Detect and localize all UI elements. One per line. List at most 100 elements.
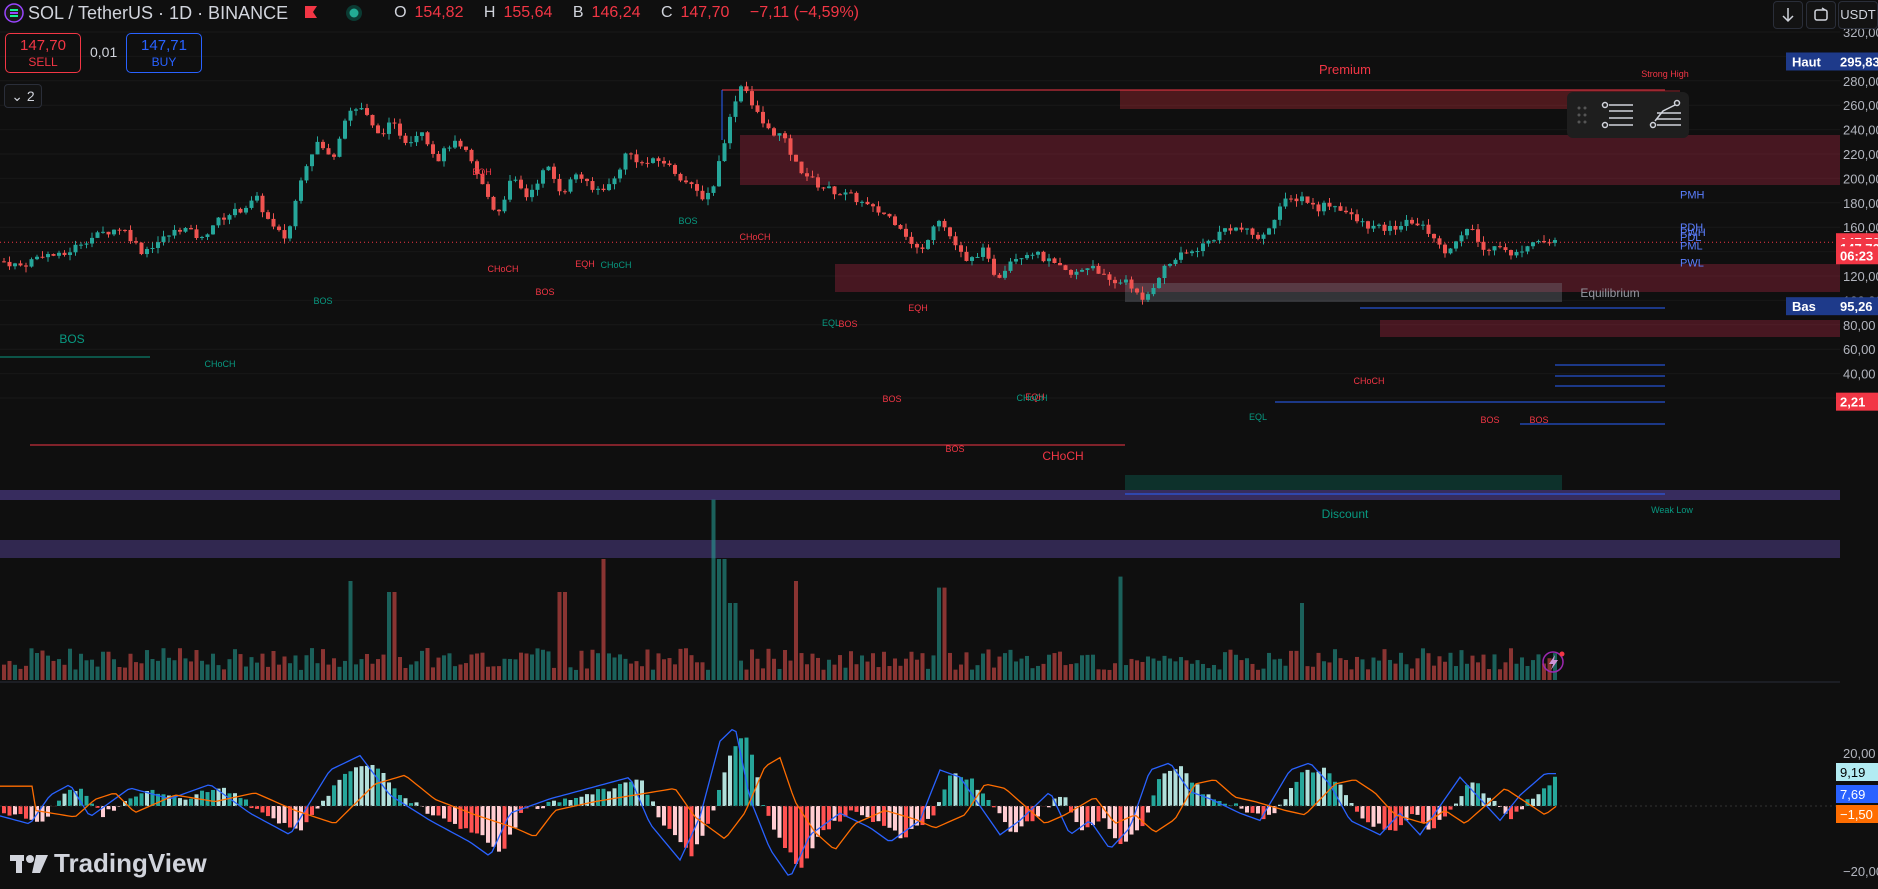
volume-bar	[1520, 657, 1524, 680]
macd-bar	[1107, 806, 1112, 829]
macd-bar	[211, 789, 215, 806]
buy-button[interactable]: 147,71 BUY	[126, 33, 202, 73]
candle	[1404, 219, 1409, 227]
tradingview-logo[interactable]: TradingView	[10, 848, 207, 879]
volume-bar	[282, 656, 287, 680]
macd-bar	[2, 806, 6, 814]
candle	[1080, 269, 1084, 272]
candle	[1146, 294, 1150, 300]
macd-bar	[46, 806, 50, 817]
volume-bar	[865, 661, 870, 680]
volume-bar	[1063, 665, 1068, 680]
drag-handle-icon[interactable]	[1575, 104, 1589, 126]
volume-bar	[51, 660, 56, 680]
volume-bar	[931, 655, 936, 680]
level-label: PML	[1680, 241, 1703, 253]
candle	[1069, 269, 1073, 275]
download-button[interactable]	[1773, 1, 1803, 29]
candle	[640, 162, 644, 164]
symbol-title[interactable]: SOL / TetherUS · 1D · BINANCE	[28, 2, 289, 23]
volume-bar	[684, 648, 688, 680]
object-tree-icon[interactable]	[1601, 99, 1635, 131]
volume-bar	[1470, 655, 1475, 680]
candle	[816, 177, 820, 188]
price-tag-value: 295,83	[1840, 54, 1878, 69]
macd-bar	[288, 806, 292, 828]
volume-bar	[574, 669, 578, 680]
volume-bar	[359, 659, 364, 680]
volume-bar	[596, 653, 600, 680]
candle	[832, 186, 837, 195]
candle	[1476, 229, 1480, 242]
volume-bar	[750, 649, 754, 680]
macd-bar	[1481, 793, 1486, 806]
ohlc-change: −7,11 (−4,59%)	[749, 4, 859, 21]
structure-label: EQH	[908, 303, 928, 313]
level-label: PMH	[1680, 189, 1705, 201]
currency-button[interactable]: USDT	[1838, 1, 1878, 29]
candle	[420, 132, 424, 136]
volume-bar	[777, 668, 782, 680]
volume-bar	[1300, 603, 1304, 680]
indicators-collapse-button[interactable]: ⌄ 2	[4, 84, 42, 108]
macd-bar	[62, 793, 67, 806]
macd-bar	[244, 799, 248, 806]
candle	[1030, 254, 1035, 256]
macd-bar	[1492, 800, 1497, 806]
candle	[1113, 279, 1117, 284]
candle	[744, 86, 749, 92]
flag-icon[interactable]	[302, 4, 320, 22]
candle	[953, 236, 958, 246]
macd-bar	[590, 794, 595, 806]
axis-bg	[1840, 28, 1878, 889]
price-tick: 280,00	[1843, 74, 1878, 89]
candle	[1344, 210, 1348, 213]
refresh-icon	[1814, 7, 1828, 21]
macd-bar	[1520, 806, 1524, 810]
volume-bar	[920, 653, 925, 680]
structure-label: CHoCH	[739, 232, 770, 242]
candle	[134, 241, 138, 243]
volume-bar	[1459, 650, 1464, 680]
candle	[788, 138, 793, 155]
macd-bar	[1553, 776, 1557, 806]
candle	[359, 108, 364, 110]
data-window-icon[interactable]	[1649, 99, 1683, 131]
volume-bar	[1179, 657, 1183, 680]
macd-bar	[1355, 806, 1359, 812]
macd-bar	[1080, 806, 1084, 831]
volume-bar	[409, 664, 413, 680]
macd-bar	[860, 806, 864, 816]
macd-bar	[442, 806, 446, 819]
candle	[398, 123, 402, 136]
structure-label: BOS	[838, 319, 857, 329]
candle	[1201, 243, 1205, 252]
candle	[1129, 279, 1134, 289]
candle	[1168, 263, 1172, 266]
candle	[667, 163, 672, 166]
macd-pane	[0, 728, 1840, 876]
candle	[783, 133, 787, 139]
volume-bar	[1283, 665, 1288, 680]
candle	[1283, 198, 1288, 207]
sell-button[interactable]: 147,70 SELL	[5, 33, 81, 73]
refresh-button[interactable]	[1806, 1, 1836, 29]
macd-bar	[1146, 806, 1150, 813]
candle	[1261, 234, 1266, 239]
volume-bar	[183, 658, 188, 680]
candle	[387, 122, 391, 134]
volume-bar	[73, 669, 78, 680]
macd-bar	[233, 793, 237, 806]
arrow-down-icon	[1782, 8, 1794, 23]
candle	[491, 196, 496, 210]
macd-bar	[1019, 806, 1024, 827]
candle	[772, 128, 776, 136]
volume-bar	[326, 664, 331, 680]
ohlc-c-label: C	[660, 4, 673, 21]
volume-bar	[849, 651, 853, 680]
candle	[942, 220, 947, 228]
level-label: PDL	[1680, 232, 1701, 244]
macd-bar	[1542, 788, 1546, 806]
